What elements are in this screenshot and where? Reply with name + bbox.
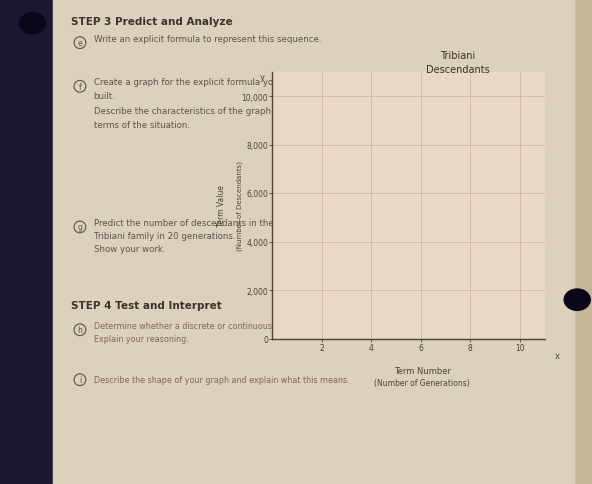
Text: x: x [555,351,559,360]
Bar [0,0,53,484]
Text: y: y [260,73,265,82]
Text: Tribiani: Tribiani [440,50,475,60]
Text: Determine whether a discrete or continuous graph makes more sense in this scenar: Determine whether a discrete or continuo… [94,322,442,331]
Text: Term Number: Term Number [394,366,451,375]
Circle shape [564,289,590,311]
Text: Explain your reasoning.: Explain your reasoning. [94,334,188,343]
Text: e: e [78,39,82,48]
Text: f: f [79,83,81,91]
Text: Describe the characteristics of the graph in: Describe the characteristics of the grap… [94,107,281,116]
Text: STEP 3 Predict and Analyze: STEP 3 Predict and Analyze [71,17,233,27]
Text: g: g [78,223,82,232]
Text: (Number of Descendants): (Number of Descendants) [237,161,243,251]
Text: Predict the number of descendants in the: Predict the number of descendants in the [94,218,274,227]
Text: Describe the shape of your graph and explain what this means.: Describe the shape of your graph and exp… [94,376,349,384]
Text: h: h [78,326,82,334]
Bar [53,0,574,484]
Text: (Number of Generations): (Number of Generations) [374,378,470,387]
Text: Term Value: Term Value [217,185,227,227]
Text: terms of the situation.: terms of the situation. [94,121,189,129]
Text: built.: built. [94,92,115,101]
Text: Create a graph for the explicit formula you: Create a graph for the explicit formula … [94,78,278,87]
Text: i: i [79,376,81,384]
Text: Tribiani family in 20 generations.: Tribiani family in 20 generations. [94,232,235,241]
Text: STEP 4 Test and Interpret: STEP 4 Test and Interpret [71,300,222,310]
Text: Descendants: Descendants [426,65,490,75]
Text: Show your work.: Show your work. [94,245,165,254]
Circle shape [20,14,46,35]
Text: Write an explicit formula to represent this sequence.: Write an explicit formula to represent t… [94,35,321,44]
